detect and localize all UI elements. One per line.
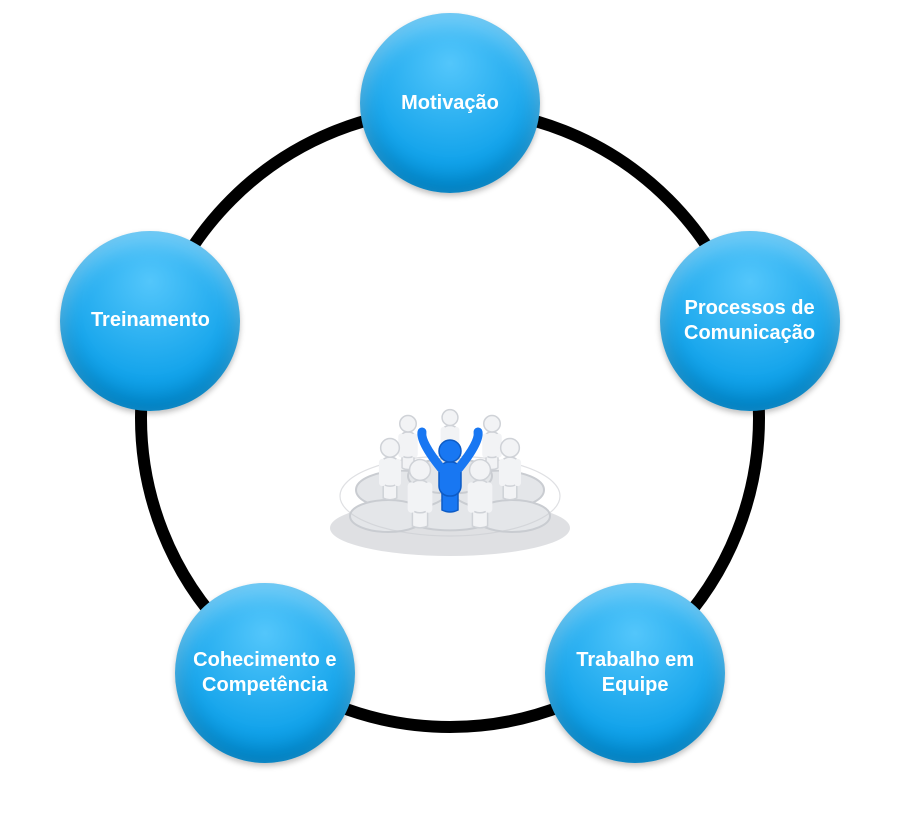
node-motivacao-label: Motivação: [401, 91, 499, 116]
diagram-stage: Motivação Processos de Comunicação Trabalh…: [0, 0, 900, 836]
node-treinamento: Treinamento: [60, 231, 240, 411]
node-trabalho: Trabalho em Equipe: [545, 583, 725, 763]
node-conhecimento-label: Cohecimento e Competência: [185, 648, 345, 698]
node-trabalho-label: Trabalho em Equipe: [555, 648, 715, 698]
node-treinamento-label: Treinamento: [91, 308, 210, 333]
team-center-icon: [300, 278, 600, 578]
node-motivacao: Motivação: [360, 13, 540, 193]
node-conhecimento: Cohecimento e Competência: [175, 583, 355, 763]
node-processos: Processos de Comunicação: [660, 231, 840, 411]
node-processos-label: Processos de Comunicação: [670, 296, 830, 346]
